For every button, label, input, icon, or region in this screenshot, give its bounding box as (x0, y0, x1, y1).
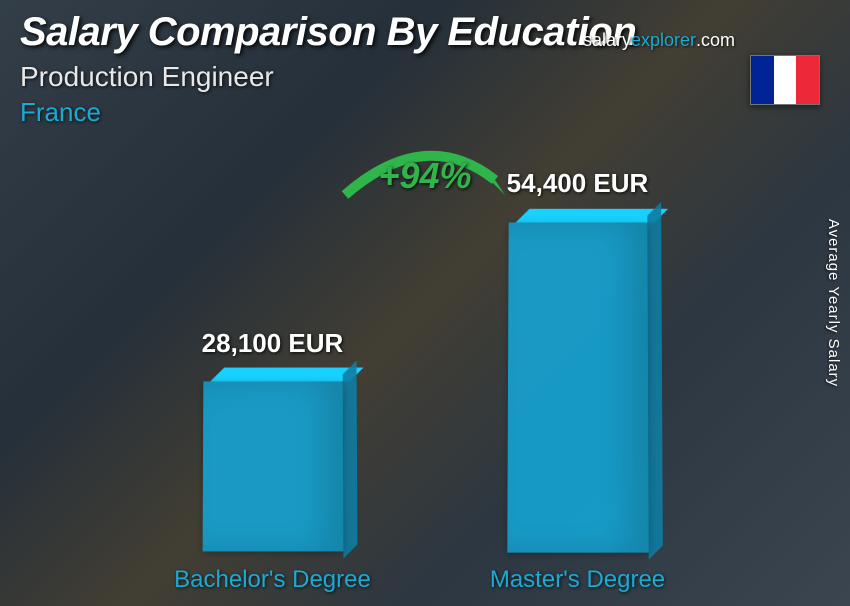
brand-suffix: .com (696, 30, 735, 50)
y-axis-label: Average Yearly Salary (825, 219, 842, 387)
bar-group-bachelors: 28,100 EUR (173, 328, 373, 551)
brand-logo: salaryexplorer.com (583, 30, 735, 51)
country-flag (750, 55, 820, 105)
bar (507, 209, 648, 553)
country-name: France (20, 97, 830, 128)
flag-stripe-2 (774, 56, 797, 104)
bar (202, 368, 343, 552)
flag-stripe-1 (751, 56, 774, 104)
flag-stripe-3 (796, 56, 819, 104)
bar-chart: 28,100 EUR 54,400 EUR (120, 171, 730, 551)
header: Salary Comparison By Education Productio… (20, 10, 830, 128)
brand-text-b: explorer (631, 30, 696, 50)
bar-value: 28,100 EUR (202, 328, 344, 359)
brand-text-a: salary (583, 30, 631, 50)
job-title: Production Engineer (20, 61, 830, 93)
x-label: Master's Degree (478, 566, 678, 594)
x-axis-labels: Bachelor's Degree Master's Degree (120, 566, 730, 594)
bar-value: 54,400 EUR (507, 168, 649, 199)
bar-group-masters: 54,400 EUR (478, 168, 678, 551)
x-label: Bachelor's Degree (173, 566, 373, 594)
